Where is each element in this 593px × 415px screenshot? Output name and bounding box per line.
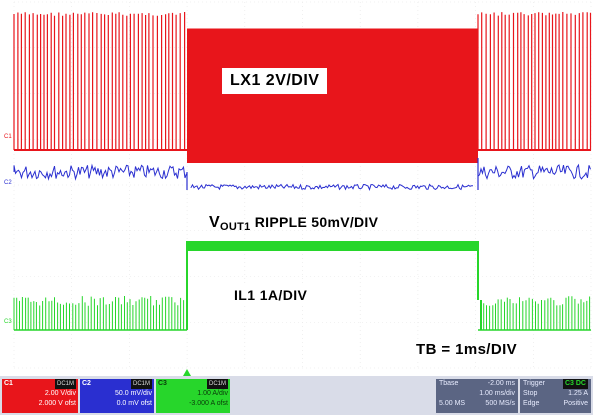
trigger-mode: Stop [523,390,538,397]
ch3-name: C3 [158,380,167,387]
timebase-annotation: TB = 1ms/DIV [410,339,524,360]
trigger-source: C3 DC [562,379,588,389]
ch2-coupling: DC1M [130,379,152,389]
c3-dcm-current [13,296,591,330]
ch3-coupling: DC1M [206,379,228,389]
tbase-div: 1.00 ms/div [479,390,515,397]
trigger-type: Edge [523,400,540,407]
channel-2-box[interactable]: C2 DC1M 50.0 mV/div 0.0 mV ofst [80,379,154,413]
vout-subscript: OUT1 [219,221,251,233]
c2-level-marker: C2 [4,180,12,186]
ch1-offset: 2.000 V ofst [38,400,76,407]
c1-switching-pulses [13,12,592,150]
trigger-level: 1.25 A [568,390,588,397]
tbase-offset: -2.00 ms [487,380,515,387]
c3-level-marker: C3 [4,319,12,325]
trigger-slope: Positive [563,400,588,407]
waveform-traces [13,12,592,331]
tbase-label: Tbase [439,380,459,387]
trigger-position-marker[interactable] [183,369,191,376]
channel-1-box[interactable]: C1 DC1M 2.00 V/div 2.000 V ofst [2,379,78,413]
c1-level-marker: C1 [4,134,12,140]
vout-prefix: V [209,214,220,231]
ch2-vdiv: 50.0 mV/div [115,390,152,397]
ch3-vdiv: 1.00 A/div [197,390,228,397]
ch1-name: C1 [4,380,13,387]
lx1-annotation: LX1 2V/DIV [222,68,328,94]
timebase-box[interactable]: Tbase -2.00 ms 1.00 ms/div 5.00 MS 500 MS/… [436,379,518,413]
tbase-rate: 500 MS/s [485,400,515,407]
vout-ripple-annotation: VOUT1 RIPPLE 50mV/DIV [209,214,378,233]
channel-3-box[interactable]: C3 DC1M 1.00 A/div -3.000 A ofst [156,379,230,413]
ch2-offset: 0.0 mV ofst [116,400,152,407]
c2-ripple-heavy-load [190,183,474,191]
ch2-name: C2 [82,380,91,387]
tbase-samples: 5.00 MS [439,400,466,407]
c1-loaded-burst [187,30,478,163]
il1-annotation: IL1 1A/DIV [228,285,314,305]
ch1-vdiv: 2.00 V/div [44,390,76,397]
c2-ripple-light-load [13,163,591,181]
c3-step-edges [186,241,482,330]
ch1-coupling: DC1M [54,379,76,389]
vout-rest: RIPPLE 50mV/DIV [250,214,379,230]
trigger-label: Trigger [523,380,545,387]
c3-loaded-current [187,241,478,251]
c2-transient-edges [186,158,479,190]
ch3-offset: -3.000 A ofst [189,400,228,407]
trigger-box[interactable]: Trigger C3 DC Stop 1.25 A Edge Positive [520,379,591,413]
status-bar: C1 DC1M 2.00 V/div 2.000 V ofst C2 DC1M 50… [0,376,593,415]
channel-markers: C1 C2 C3 [4,134,12,325]
